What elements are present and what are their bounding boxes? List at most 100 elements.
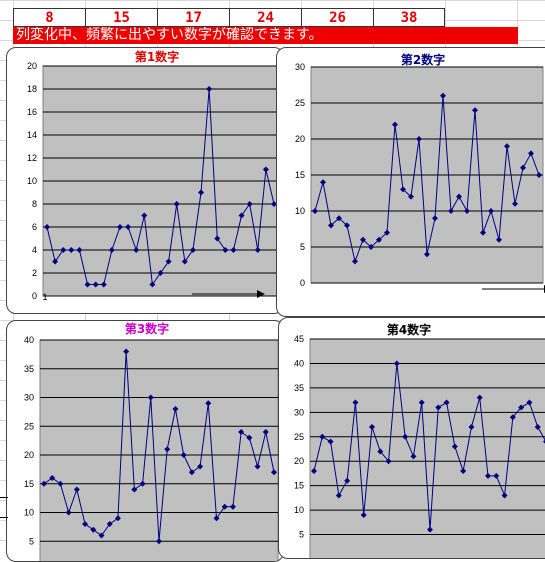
data-point[interactable] [504,143,510,150]
data-point[interactable] [319,433,326,440]
number-cell[interactable]: 26 [301,8,373,27]
data-point[interactable] [238,212,245,219]
data-point[interactable] [157,270,164,276]
data-point[interactable] [526,399,533,406]
data-point[interactable] [106,521,113,527]
data-point[interactable] [534,424,541,430]
data-point[interactable] [512,200,518,207]
data-point[interactable] [206,86,213,92]
data-point[interactable] [377,448,384,455]
data-point[interactable] [509,414,516,421]
data-point[interactable] [149,281,156,288]
data-point[interactable] [410,453,417,460]
data-point[interactable] [98,532,105,539]
data-point[interactable] [189,247,196,253]
data-point[interactable] [328,222,334,229]
data-point[interactable] [125,224,132,230]
data-point[interactable] [92,281,99,288]
data-point[interactable] [213,515,220,522]
data-point[interactable] [344,477,351,484]
data-point[interactable] [418,399,425,406]
data-point[interactable] [496,236,502,243]
data-point[interactable] [44,224,50,230]
data-point[interactable] [139,480,146,487]
data-point[interactable] [49,475,56,481]
data-point[interactable] [246,434,253,441]
data-point[interactable] [60,247,67,253]
data-point[interactable] [133,247,140,253]
data-point[interactable] [238,429,245,435]
chart-digit-2[interactable]: 0 5 10 15 20 25 30 第2数字 [276,47,545,317]
data-point[interactable] [451,443,458,450]
data-point[interactable] [393,360,400,367]
data-point[interactable] [230,247,237,253]
data-point[interactable] [214,235,221,242]
number-cell[interactable]: 17 [157,8,229,27]
data-point[interactable] [262,166,269,173]
data-point[interactable] [336,215,342,222]
data-point[interactable] [384,229,390,236]
data-point[interactable] [205,400,212,407]
data-point[interactable] [165,258,172,265]
data-point[interactable] [123,348,130,355]
data-point[interactable] [108,247,115,253]
data-point[interactable] [460,468,467,474]
data-point[interactable] [536,172,542,178]
data-point[interactable] [262,429,269,435]
data-point[interactable] [435,404,442,411]
data-point[interactable] [443,399,450,406]
data-point[interactable] [84,281,91,288]
data-point[interactable] [164,446,171,453]
data-point[interactable] [41,480,47,487]
data-point[interactable] [312,208,318,214]
data-point[interactable] [352,258,358,265]
data-point[interactable] [416,136,422,142]
data-point[interactable] [114,515,121,522]
data-point[interactable] [440,92,446,99]
data-point[interactable] [360,512,367,518]
data-point[interactable] [485,472,491,479]
data-point[interactable] [229,503,236,510]
data-point[interactable] [90,526,97,533]
data-point[interactable] [76,247,83,253]
data-point[interactable] [221,503,228,510]
data-point[interactable] [311,468,317,474]
data-point[interactable] [181,258,188,265]
data-point[interactable] [173,201,180,207]
data-point[interactable] [448,208,454,214]
data-point[interactable] [376,236,382,243]
data-point[interactable] [222,247,229,253]
data-point[interactable] [198,189,205,196]
data-point[interactable] [472,107,478,114]
data-point[interactable] [480,229,486,236]
data-point[interactable] [520,164,526,171]
number-cell[interactable]: 24 [229,8,301,27]
data-point[interactable] [408,193,414,200]
data-point[interactable] [424,251,430,258]
data-point[interactable] [344,222,350,229]
data-point[interactable] [402,433,409,440]
data-point[interactable] [432,215,438,222]
number-cell[interactable]: 8 [13,8,85,27]
data-point[interactable] [131,486,138,493]
data-point[interactable] [141,212,148,219]
data-point[interactable] [147,394,154,401]
note-banner[interactable]: 列変化中、頻繁に出やすい数字が確認できます。 [13,27,518,44]
chart-digit-3[interactable]: 5 10 15 20 25 30 35 40 第3数字 [6,320,284,562]
data-point[interactable] [100,281,107,288]
data-point[interactable] [327,438,334,445]
data-point[interactable] [82,521,89,527]
data-point[interactable] [197,463,204,470]
data-point[interactable] [271,201,277,207]
data-point[interactable] [73,486,80,493]
data-point[interactable] [246,201,253,207]
data-point[interactable] [116,224,123,230]
data-point[interactable] [369,424,375,430]
data-point[interactable] [352,399,359,406]
number-cell[interactable]: 38 [373,8,445,27]
data-point[interactable] [456,193,462,200]
data-point[interactable] [368,244,374,250]
data-point[interactable] [488,208,494,214]
data-point[interactable] [57,480,64,487]
chart-digit-1[interactable]: 0 2 4 6 8 10 12 14 16 18 20 1 第1数字 [6,47,284,314]
